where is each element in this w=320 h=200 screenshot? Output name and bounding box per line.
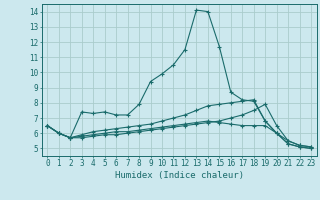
X-axis label: Humidex (Indice chaleur): Humidex (Indice chaleur) (115, 171, 244, 180)
